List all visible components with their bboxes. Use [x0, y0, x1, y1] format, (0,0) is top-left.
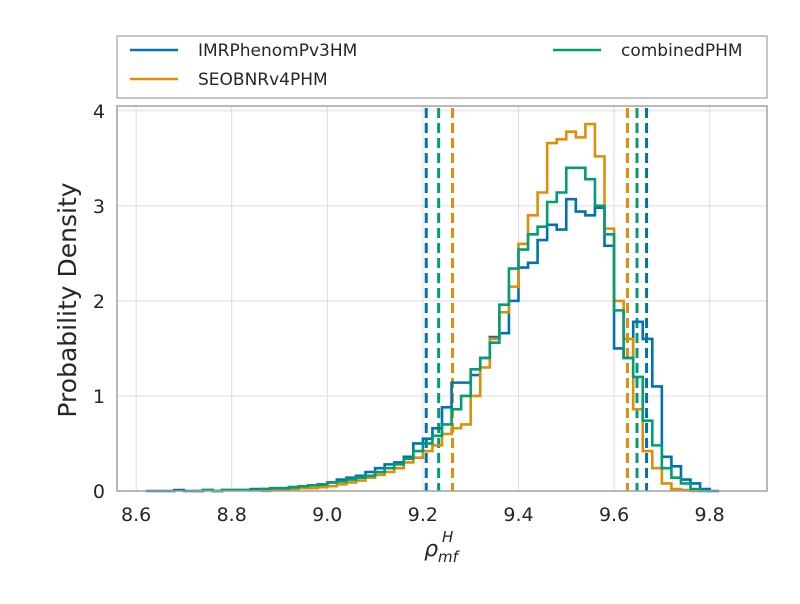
legend: IMRPhenomPv3HM SEOBNRv4PHM combinedPHM: [116, 35, 768, 99]
y-tick-label: 4: [93, 101, 105, 123]
x-tick-label: 9.0: [312, 504, 342, 526]
legend-box: [116, 35, 768, 99]
x-tick-label: 8.6: [121, 504, 151, 526]
x-tick-label: 9.6: [599, 504, 629, 526]
histogram-series: [145, 122, 720, 493]
histogram-step-SEOBNRv4PHM: [260, 122, 701, 493]
legend-label-combinedPHM: combinedPHM: [621, 41, 743, 61]
plot-frame: [116, 105, 768, 492]
legend-label-SEOBNRv4PHM: SEOBNRv4PHM: [198, 70, 328, 90]
legend-label-IMRPhenomPv3HM: IMRPhenomPv3HM: [198, 41, 357, 61]
y-tick-label: 3: [93, 196, 105, 218]
x-axis-label-base: ρ: [424, 537, 438, 562]
x-tick-label: 9.8: [695, 504, 725, 526]
histogram-step-combinedPHM: [193, 166, 710, 493]
y-tick-label: 1: [93, 386, 105, 408]
x-tick-label: 9.2: [408, 504, 438, 526]
x-tick-label: 9.4: [503, 504, 533, 526]
y-tick-label: 2: [93, 291, 105, 313]
tick-labels: 8.6 8.8 9.0 9.2 9.4 9.6 9.8 0 1 2 3 4: [93, 101, 725, 526]
x-axis-label-superscript: H: [442, 528, 453, 546]
y-tick-label: 0: [93, 481, 105, 503]
x-axis-label-subscript: mf: [438, 548, 461, 566]
y-axis-label: Probability Density: [53, 182, 82, 417]
x-axis-label: ρmf H: [424, 528, 461, 566]
x-tick-label: 8.8: [217, 504, 247, 526]
